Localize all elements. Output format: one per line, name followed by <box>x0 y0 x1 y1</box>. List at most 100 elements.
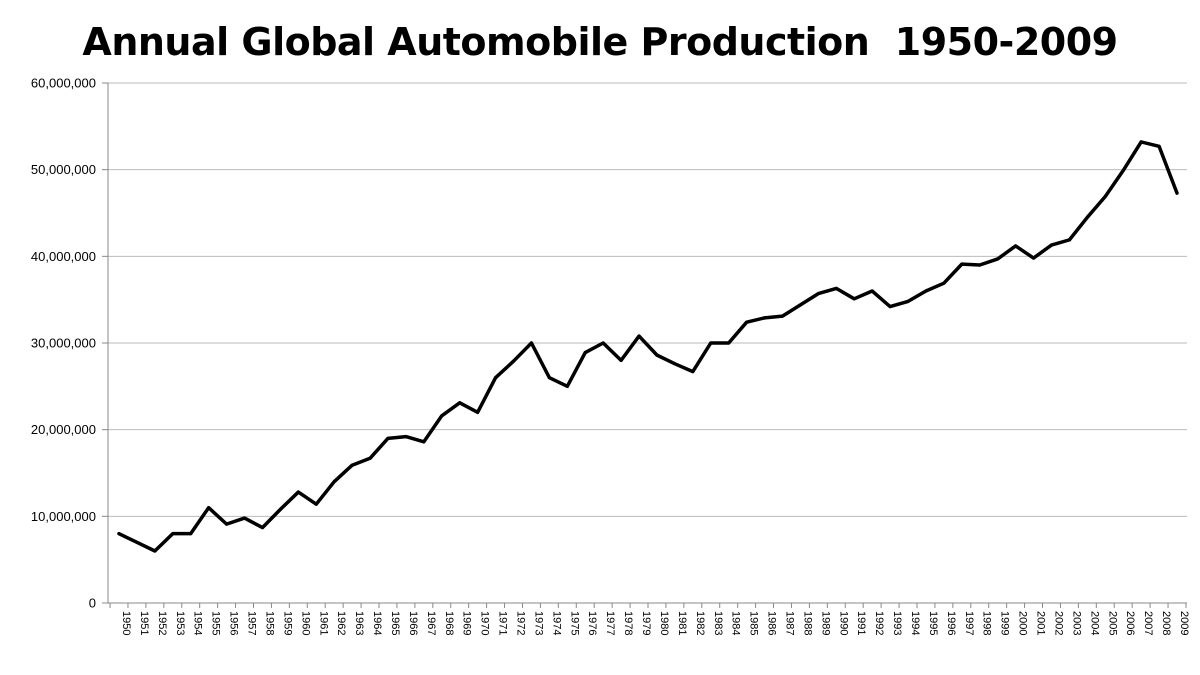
x-tick-label: 1987 <box>783 611 795 635</box>
data-point <box>601 341 605 345</box>
y-tick-label: 30,000,000 <box>31 336 96 351</box>
x-tick-label: 1973 <box>532 611 544 635</box>
data-point <box>1157 144 1161 148</box>
x-tick-label: 1998 <box>981 611 993 635</box>
data-point <box>1121 169 1125 173</box>
x-tick-label: 1958 <box>263 611 275 635</box>
data-point <box>207 506 211 510</box>
data-point <box>637 334 641 338</box>
data-point <box>1175 191 1179 195</box>
x-tick-label: 1994 <box>909 611 921 635</box>
series-line <box>117 140 1179 553</box>
data-point <box>260 526 264 530</box>
data-point <box>296 490 300 494</box>
data-point <box>870 289 874 293</box>
x-tick-label: 1960 <box>299 611 311 635</box>
data-point <box>512 359 516 363</box>
x-tick-label: 1962 <box>335 611 347 635</box>
data-point <box>476 410 480 414</box>
x-tick-label: 1990 <box>837 611 849 635</box>
x-tick-label: 1955 <box>210 611 222 635</box>
data-point <box>798 303 802 307</box>
data-point <box>135 540 139 544</box>
y-tick-label: 50,000,000 <box>31 162 96 177</box>
x-tick-label: 1980 <box>658 611 670 635</box>
x-tick-label: 1974 <box>550 611 562 635</box>
x-tick-label: 1964 <box>371 611 383 635</box>
data-point <box>458 401 462 405</box>
x-tick-label: 2004 <box>1088 611 1100 635</box>
data-point <box>404 435 408 439</box>
x-tick-label: 1963 <box>353 611 365 635</box>
x-tick-label: 1996 <box>945 611 957 635</box>
data-point <box>1067 238 1071 242</box>
data-point <box>422 440 426 444</box>
data-point <box>763 316 767 320</box>
data-point <box>852 297 856 301</box>
data-point <box>529 341 533 345</box>
data-point <box>655 353 659 357</box>
y-tick-label: 20,000,000 <box>31 422 96 437</box>
data-point <box>960 262 964 266</box>
x-tick-label: 1951 <box>138 611 150 635</box>
x-tick-label: 1976 <box>586 611 598 635</box>
x-tick-label: 1979 <box>640 611 652 635</box>
data-point <box>834 286 838 290</box>
data-point <box>691 370 695 374</box>
data-point <box>225 522 229 526</box>
data-point <box>565 384 569 388</box>
series-layer <box>117 140 1179 553</box>
x-tick-label: 1978 <box>622 611 634 635</box>
x-tick-label: 1982 <box>694 611 706 635</box>
y-tick-label: 10,000,000 <box>31 509 96 524</box>
data-point <box>1049 243 1053 247</box>
x-tick-label: 1953 <box>174 611 186 635</box>
x-tick-label: 1950 <box>120 611 132 635</box>
x-tick-label: 2006 <box>1124 611 1136 635</box>
data-point <box>314 502 318 506</box>
x-tick-label: 1970 <box>479 611 491 635</box>
x-tick-label: 1969 <box>461 611 473 635</box>
data-point <box>547 376 551 380</box>
x-tick-label: 2003 <box>1070 611 1082 635</box>
x-tick-label: 1983 <box>712 611 724 635</box>
data-point <box>1103 195 1107 199</box>
x-tick-label: 1986 <box>766 611 778 635</box>
data-point <box>243 516 247 520</box>
data-point <box>906 299 910 303</box>
x-tick-label: 2009 <box>1178 611 1190 635</box>
x-tick-label: 2001 <box>1035 611 1047 635</box>
x-tick-label: 1999 <box>999 611 1011 635</box>
data-point <box>1139 140 1143 144</box>
x-tick-label: 1972 <box>515 611 527 635</box>
data-point <box>332 480 336 484</box>
x-tick-label: 2007 <box>1142 611 1154 635</box>
chart-title: Annual Global Automobile Production 1950… <box>82 20 1118 64</box>
x-tick-label: 2002 <box>1052 611 1064 635</box>
x-tick-label: 1961 <box>317 611 329 635</box>
data-point <box>278 507 282 511</box>
x-tick-label: 1954 <box>192 611 204 635</box>
data-point <box>1014 244 1018 248</box>
data-point <box>583 351 587 355</box>
data-point <box>1032 256 1036 260</box>
x-tick-label: 1975 <box>568 611 580 635</box>
data-point <box>942 281 946 285</box>
x-tick-label: 1984 <box>730 611 742 635</box>
data-point <box>709 341 713 345</box>
x-tick-label: 1993 <box>891 611 903 635</box>
data-point <box>440 414 444 418</box>
data-point <box>924 289 928 293</box>
x-tick-label: 1957 <box>246 611 258 635</box>
x-tick-label: 1997 <box>963 611 975 635</box>
data-point <box>189 532 193 536</box>
x-tick-label: 1988 <box>801 611 813 635</box>
data-point <box>619 358 623 362</box>
x-tick-label: 1985 <box>748 611 760 635</box>
x-tick-label: 1967 <box>425 611 437 635</box>
x-tick-label: 1965 <box>389 611 401 635</box>
data-point <box>996 257 1000 261</box>
data-point <box>368 456 372 460</box>
data-point <box>1085 215 1089 219</box>
y-tick-label: 40,000,000 <box>31 249 96 264</box>
